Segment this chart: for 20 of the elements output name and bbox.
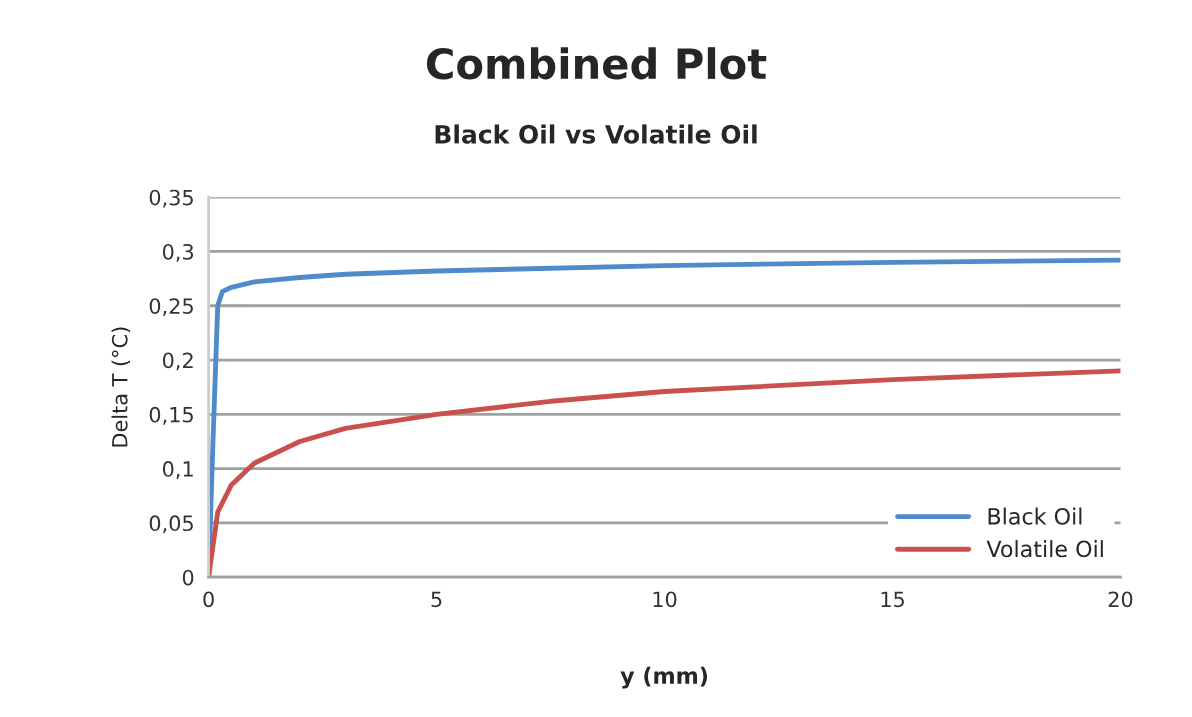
y-tick-label: 0,25	[149, 298, 193, 317]
y-axis-title: Delta T (°C)	[111, 327, 131, 447]
x-tick-label: 5	[431, 591, 442, 608]
y-tick-label: 0	[182, 569, 194, 586]
y-tick-label: 0,15	[149, 406, 193, 425]
x-tick-label: 10	[653, 591, 677, 608]
x-tick-label: 0	[203, 591, 214, 608]
y-tick-label: 0,3	[162, 243, 194, 262]
chart-subtitle: Black Oil vs Volatile Oil	[435, 124, 757, 144]
line-series	[208, 368, 1121, 578]
x-axis-title: y (mm)	[620, 666, 708, 689]
legend-label: Volatile Oil	[986, 540, 1103, 558]
y-tick-label: 0,1	[162, 461, 193, 479]
y-tick-label: 0,35	[149, 189, 193, 208]
x-tick-label: 15	[881, 591, 904, 608]
legend-label: Black Oil	[988, 507, 1082, 525]
y-tick-label: 0,05	[149, 515, 193, 534]
chart-title: Combined Plot	[426, 47, 767, 80]
x-tick-label: 20	[1108, 591, 1133, 608]
y-tick-label: 0,2	[162, 352, 193, 371]
